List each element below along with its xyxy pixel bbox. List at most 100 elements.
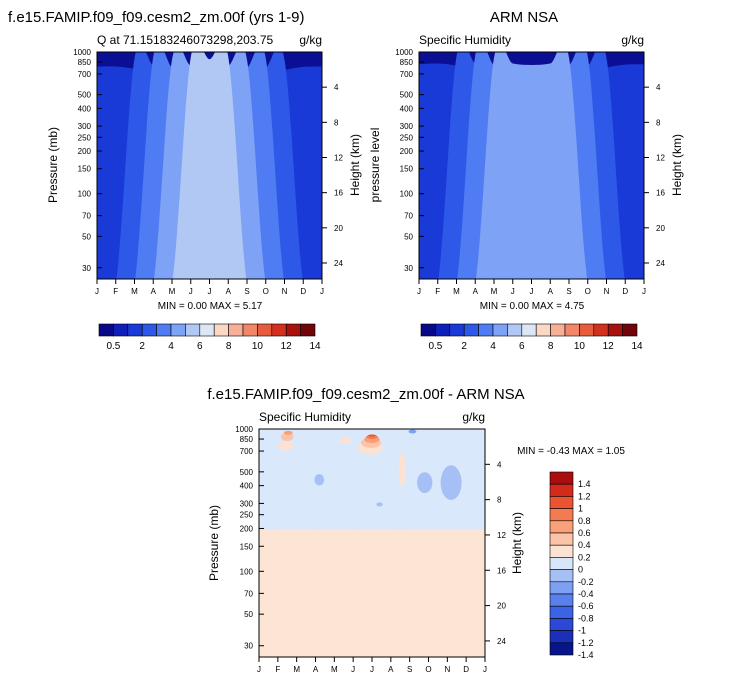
diff-colorbar-label: 0.6 (578, 528, 591, 538)
diff-colorbar-swatch (549, 593, 574, 607)
panel1-colorbar-label: 12 (281, 341, 293, 352)
panel1-month-tick-label: J (95, 287, 99, 296)
diff-month-tick-label: O (425, 665, 431, 674)
panel2-height-tick-label: 24 (656, 259, 665, 268)
diff-contour-blob (281, 432, 294, 442)
panel2-colorbar-label: 10 (574, 341, 586, 352)
diff-colorbar-swatch (549, 471, 574, 485)
panel2-colorbar-swatch (492, 323, 508, 337)
diff-pressure-tick-label: 500 (240, 468, 254, 477)
panel2-colorbar-swatch (593, 323, 609, 337)
panel2-colorbar-label: 0.5 (428, 341, 442, 352)
obs-panel-subtitle: Specific Humidity (419, 33, 511, 47)
panel1-height-tick-label: 12 (334, 153, 343, 162)
panel1-colorbar-label: 2 (139, 341, 145, 352)
panel2-colorbar-swatch (449, 323, 465, 337)
diff-panel-title: f.e15.FAMIP.f09_f09.cesm2_zm.00f - ARM N… (207, 386, 524, 403)
diff-colorbar-swatch (549, 532, 574, 546)
panel1-month-tick-label: J (189, 287, 193, 296)
panel2-pressure-tick-label: 500 (400, 91, 414, 100)
diff-month-tick-label: N (444, 665, 450, 674)
panel1-height-tick-label: 8 (334, 118, 339, 127)
panel2-month-tick-label: F (435, 287, 440, 296)
diff-height-tick-label: 4 (497, 460, 502, 469)
panel2-pressure-tick-label: 200 (400, 147, 414, 156)
panel2-colorbar-swatch (478, 323, 494, 337)
diff-region-0-to-0.2 (259, 529, 485, 657)
diff-pressure-tick-label: 850 (240, 435, 254, 444)
panel1-month-tick-label: M (169, 287, 176, 296)
diff-colorbar-swatch (549, 581, 574, 595)
diff-pressure-tick-label: 400 (240, 482, 254, 491)
panel2-colorbar-swatch (521, 323, 537, 337)
panel2-month-tick-label: M (491, 287, 498, 296)
diff-colorbar-label: -0.2 (578, 577, 594, 587)
panel2-month-tick-label: S (566, 287, 571, 296)
panel2-contour-ge-4 (475, 52, 588, 279)
panel2-month-tick-label: J (530, 287, 534, 296)
diff-colorbar-label: 1 (578, 504, 583, 514)
diff-pressure-tick-label: 300 (240, 499, 254, 508)
diff-colorbar-swatch (549, 642, 574, 656)
panel1-contour-ge-5 (172, 52, 247, 279)
panel2-pressure-tick-label: 50 (404, 232, 413, 241)
panel2-colorbar-swatch (607, 323, 623, 337)
diff-contour-blob (283, 430, 293, 435)
diff-pressure-tick-label: 150 (240, 542, 254, 551)
model-colorbar: 0.5 2 4 6 8 10 12 14 (98, 323, 321, 352)
diff-colorbar-label: -0.4 (578, 589, 594, 599)
diff-contour-blob (408, 429, 417, 434)
diff-month-tick-label: J (351, 665, 355, 674)
diff-pressure-tick-label: 200 (240, 524, 254, 533)
diff-contour-blob (368, 434, 376, 437)
diff-colorbar-label: 1.2 (578, 491, 591, 501)
diff-panel: f.e15.FAMIP.f09_f09.cesm2_zm.00f - ARM N… (207, 386, 625, 674)
panel1-month-tick-label: J (320, 287, 324, 296)
diff-contour-blob (277, 441, 294, 451)
panel2-colorbar-swatch (535, 323, 551, 337)
panel2-month-tick-label: A (473, 287, 479, 296)
diff-height-tick-label: 16 (497, 566, 506, 575)
panel2-pressure-tick-label: 400 (400, 104, 414, 113)
diff-colorbar-swatch (549, 569, 574, 583)
diff-colorbar-label: -0.6 (578, 601, 594, 611)
panel1-month-tick-label: S (244, 287, 249, 296)
diff-height-tick-label: 24 (497, 637, 506, 646)
diff-month-tick-label: J (483, 665, 487, 674)
panel1-month-tick-label: D (300, 287, 306, 296)
panel2-pressure-tick-label: 70 (404, 212, 413, 221)
panel2-colorbar-swatch (463, 323, 479, 337)
panel2-colorbar-swatch (622, 323, 638, 337)
panel2-colorbar-label: 6 (519, 341, 525, 352)
panel2-month-tick-label: J (642, 287, 646, 296)
panel2-month-tick-label: O (585, 287, 591, 296)
diff-month-tick-label: D (463, 665, 469, 674)
model-y-axis-label: Pressure (mb) (46, 127, 60, 203)
diff-height-tick-label: 20 (497, 602, 506, 611)
panel2-pressure-tick-label: 30 (404, 264, 413, 273)
panel1-colorbar-swatch (271, 323, 287, 337)
diff-colorbar-label: 0.4 (578, 540, 591, 550)
panel1-month-tick-label: A (151, 287, 157, 296)
panel1-colorbar-swatch (213, 323, 229, 337)
panel1-pressure-tick-label: 200 (78, 147, 92, 156)
panel2-month-tick-label: A (548, 287, 554, 296)
diff-pressure-tick-label: 1000 (235, 425, 253, 434)
panel2-pressure-tick-label: 100 (400, 190, 414, 199)
panel2-month-tick-label: M (453, 287, 460, 296)
panel2-height-tick-label: 12 (656, 153, 665, 162)
panel1-month-tick-label: J (208, 287, 212, 296)
panel2-month-tick-label: D (622, 287, 628, 296)
diff-colorbar-label: -1 (578, 626, 586, 636)
panel1-height-tick-label: 16 (334, 189, 343, 198)
panel1-colorbar-swatch (141, 323, 157, 337)
obs-height-axis-label: Height (km) (670, 134, 684, 196)
panel1-colorbar-swatch (228, 323, 244, 337)
obs-y-axis-label: pressure level (368, 128, 382, 203)
panel2-pressure-tick-label: 700 (400, 70, 414, 79)
panel2-height-tick-label: 8 (656, 118, 661, 127)
diff-colorbar-swatch (549, 630, 574, 644)
diff-colorbar-swatch (549, 496, 574, 509)
